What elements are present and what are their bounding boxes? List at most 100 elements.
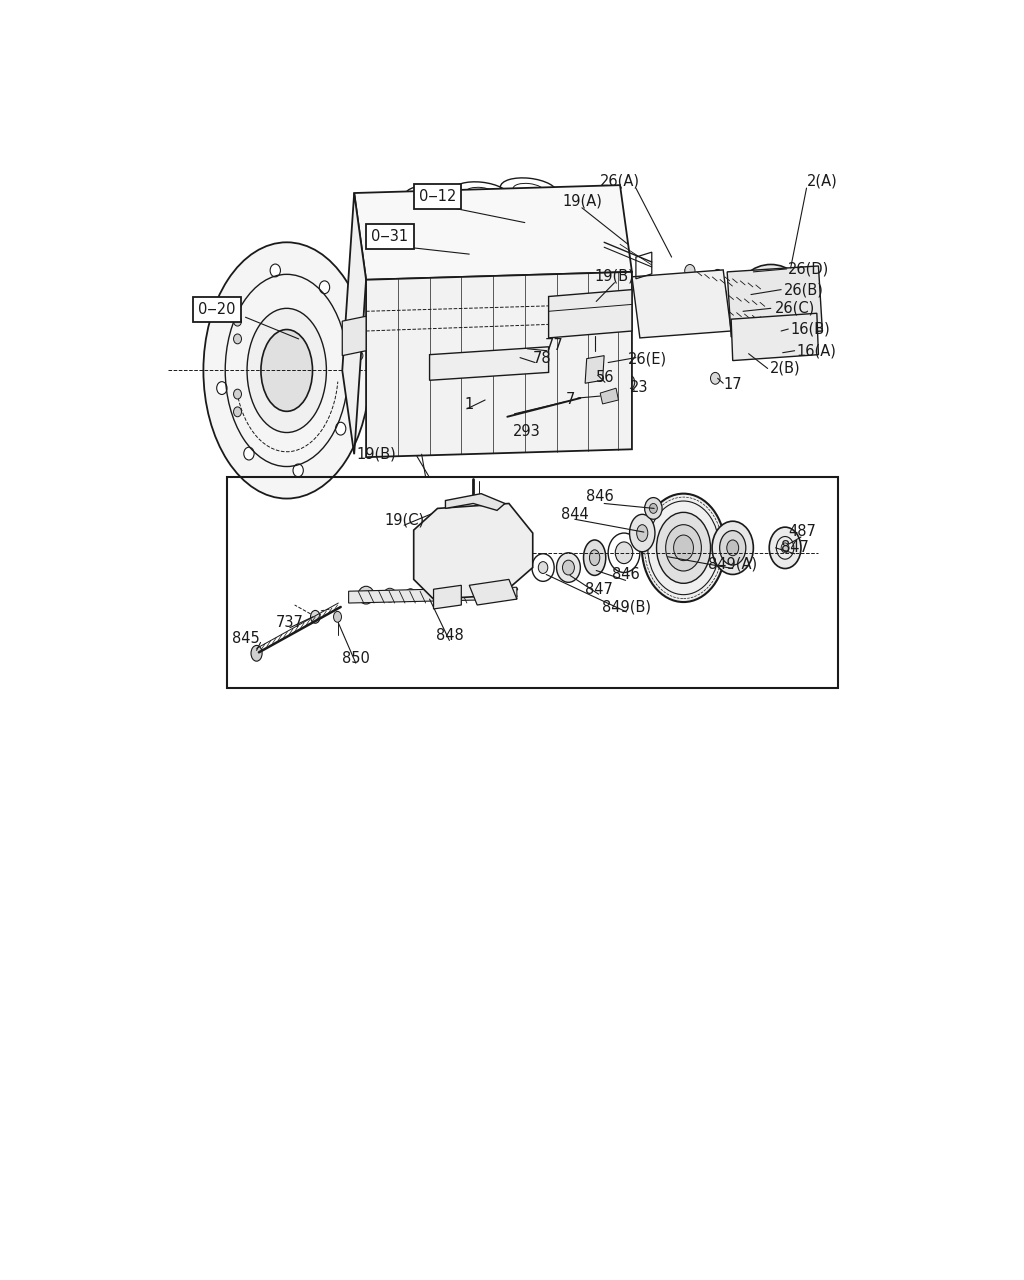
- Ellipse shape: [310, 611, 321, 623]
- Ellipse shape: [584, 540, 606, 576]
- Text: 849(A): 849(A): [709, 556, 758, 571]
- Text: 26(E): 26(E): [629, 351, 668, 366]
- Text: 16(B): 16(B): [791, 321, 830, 337]
- Text: 19(B): 19(B): [356, 447, 396, 462]
- Ellipse shape: [590, 550, 600, 566]
- Text: 26(D): 26(D): [788, 261, 829, 276]
- Polygon shape: [348, 588, 517, 603]
- Text: 845: 845: [231, 631, 259, 646]
- Text: 19(A): 19(A): [562, 193, 602, 209]
- Ellipse shape: [233, 389, 242, 399]
- Ellipse shape: [336, 422, 346, 435]
- Polygon shape: [342, 193, 367, 454]
- Ellipse shape: [422, 558, 429, 566]
- Ellipse shape: [626, 379, 632, 387]
- Text: 7: 7: [566, 393, 575, 407]
- Ellipse shape: [319, 280, 330, 293]
- Text: 737: 737: [275, 616, 304, 630]
- Polygon shape: [727, 266, 822, 337]
- Ellipse shape: [713, 269, 723, 282]
- Ellipse shape: [353, 351, 362, 361]
- Ellipse shape: [539, 562, 548, 573]
- Ellipse shape: [717, 288, 727, 301]
- Ellipse shape: [656, 512, 711, 584]
- Ellipse shape: [233, 334, 242, 344]
- Polygon shape: [632, 270, 731, 338]
- Text: 0‒12: 0‒12: [419, 189, 456, 204]
- Polygon shape: [354, 186, 632, 280]
- Text: 19(B): 19(B): [595, 269, 634, 283]
- Ellipse shape: [334, 612, 341, 622]
- Ellipse shape: [711, 372, 720, 384]
- Ellipse shape: [520, 343, 529, 353]
- Text: 26(C): 26(C): [774, 301, 815, 316]
- Ellipse shape: [473, 385, 505, 415]
- Ellipse shape: [403, 266, 409, 274]
- Ellipse shape: [358, 586, 374, 604]
- Ellipse shape: [630, 515, 655, 552]
- Ellipse shape: [452, 365, 526, 435]
- Text: 293: 293: [513, 424, 541, 439]
- Text: 0‒31: 0‒31: [372, 229, 409, 244]
- Ellipse shape: [403, 243, 409, 251]
- Ellipse shape: [422, 534, 429, 541]
- Text: 26(B): 26(B): [784, 282, 824, 297]
- Text: 849(B): 849(B): [602, 599, 651, 614]
- Ellipse shape: [757, 317, 798, 355]
- Bar: [227, 477, 839, 687]
- Ellipse shape: [251, 645, 262, 662]
- Polygon shape: [600, 388, 618, 404]
- Text: 846: 846: [587, 489, 614, 504]
- Text: 78: 78: [532, 351, 552, 366]
- Ellipse shape: [717, 303, 727, 316]
- Ellipse shape: [261, 329, 312, 411]
- Ellipse shape: [461, 372, 518, 428]
- Text: 847: 847: [780, 540, 809, 556]
- Text: 77: 77: [545, 338, 563, 353]
- Polygon shape: [367, 271, 632, 457]
- Text: 56: 56: [596, 370, 614, 385]
- Ellipse shape: [749, 275, 793, 317]
- Ellipse shape: [422, 545, 429, 554]
- Polygon shape: [430, 347, 549, 380]
- Ellipse shape: [712, 521, 754, 575]
- Ellipse shape: [645, 498, 663, 520]
- Text: 1: 1: [465, 397, 474, 412]
- Ellipse shape: [293, 465, 303, 477]
- Polygon shape: [342, 316, 367, 356]
- Ellipse shape: [781, 543, 790, 553]
- Ellipse shape: [244, 447, 254, 460]
- Ellipse shape: [372, 270, 377, 278]
- Ellipse shape: [642, 494, 725, 602]
- Ellipse shape: [353, 321, 362, 332]
- Ellipse shape: [233, 316, 242, 326]
- Ellipse shape: [685, 265, 695, 278]
- Text: 847: 847: [585, 581, 612, 596]
- Polygon shape: [414, 503, 532, 599]
- Text: 2(A): 2(A): [807, 174, 838, 188]
- Ellipse shape: [649, 503, 657, 513]
- Ellipse shape: [615, 541, 633, 563]
- Ellipse shape: [422, 568, 429, 576]
- Ellipse shape: [727, 540, 738, 556]
- Ellipse shape: [557, 553, 581, 582]
- Ellipse shape: [769, 527, 801, 568]
- Ellipse shape: [442, 239, 449, 246]
- Text: 846: 846: [611, 567, 639, 582]
- Polygon shape: [445, 494, 505, 511]
- Text: 848: 848: [435, 628, 463, 643]
- Ellipse shape: [674, 535, 693, 561]
- Ellipse shape: [217, 381, 227, 394]
- Ellipse shape: [562, 561, 574, 575]
- Ellipse shape: [227, 306, 238, 319]
- Polygon shape: [433, 585, 461, 609]
- Text: 23: 23: [630, 380, 648, 394]
- Ellipse shape: [502, 410, 512, 422]
- Ellipse shape: [233, 407, 242, 417]
- Ellipse shape: [404, 589, 416, 602]
- Ellipse shape: [372, 248, 377, 256]
- Ellipse shape: [353, 335, 362, 346]
- Polygon shape: [731, 314, 818, 361]
- Ellipse shape: [760, 287, 782, 307]
- Ellipse shape: [270, 264, 281, 276]
